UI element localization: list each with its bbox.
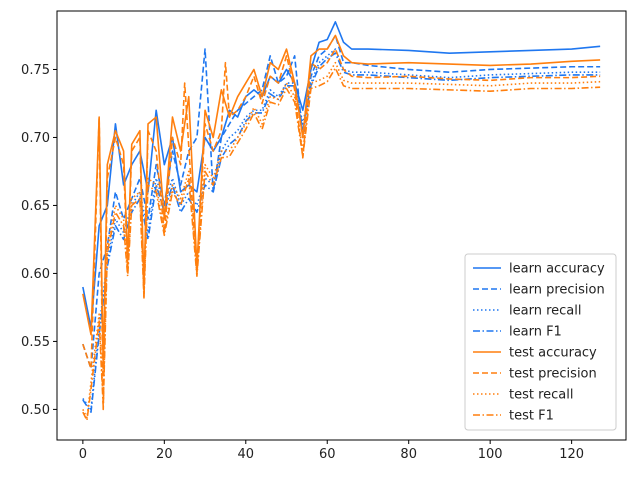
legend-label: learn accuracy (509, 262, 605, 277)
x-tick-label: 100 (478, 447, 503, 462)
x-tick-label: 0 (79, 447, 87, 462)
y-axis: 0.50 0.55 0.60 0.65 0.70 0.75 (21, 63, 57, 418)
x-axis: 0 20 40 60 80 100 120 (79, 440, 584, 462)
series-line-learn-recall (82, 48, 601, 411)
y-tick-label: 0.70 (21, 131, 50, 146)
x-tick-label: 120 (559, 447, 584, 462)
legend-label: learn F1 (509, 325, 562, 340)
y-tick-label: 0.60 (21, 267, 50, 282)
y-tick-label: 0.55 (21, 335, 50, 350)
series-line-test-recall (82, 61, 601, 419)
x-tick-label: 80 (400, 447, 417, 462)
legend-label: learn precision (509, 283, 605, 298)
x-tick-label: 60 (319, 447, 336, 462)
series-line-test-F1 (82, 67, 601, 422)
legend-label: learn recall (509, 304, 581, 319)
series-line-learn-F1 (82, 52, 601, 413)
x-tick-label: 40 (238, 447, 255, 462)
legend-label: test recall (509, 388, 574, 403)
y-tick-label: 0.65 (21, 199, 50, 214)
legend-box (464, 253, 617, 431)
legend-label: test F1 (509, 409, 554, 424)
x-tick-label: 20 (156, 447, 173, 462)
y-tick-label: 0.75 (21, 63, 50, 78)
series-layer (82, 21, 601, 422)
y-tick-label: 0.50 (21, 403, 50, 418)
axes-frame (56, 10, 627, 441)
legend-label: test precision (509, 367, 597, 382)
series-line-test-precision (82, 48, 601, 411)
legend: learn accuracy learn precision learn recal… (464, 253, 617, 431)
legend-label: test accuracy (509, 346, 597, 361)
